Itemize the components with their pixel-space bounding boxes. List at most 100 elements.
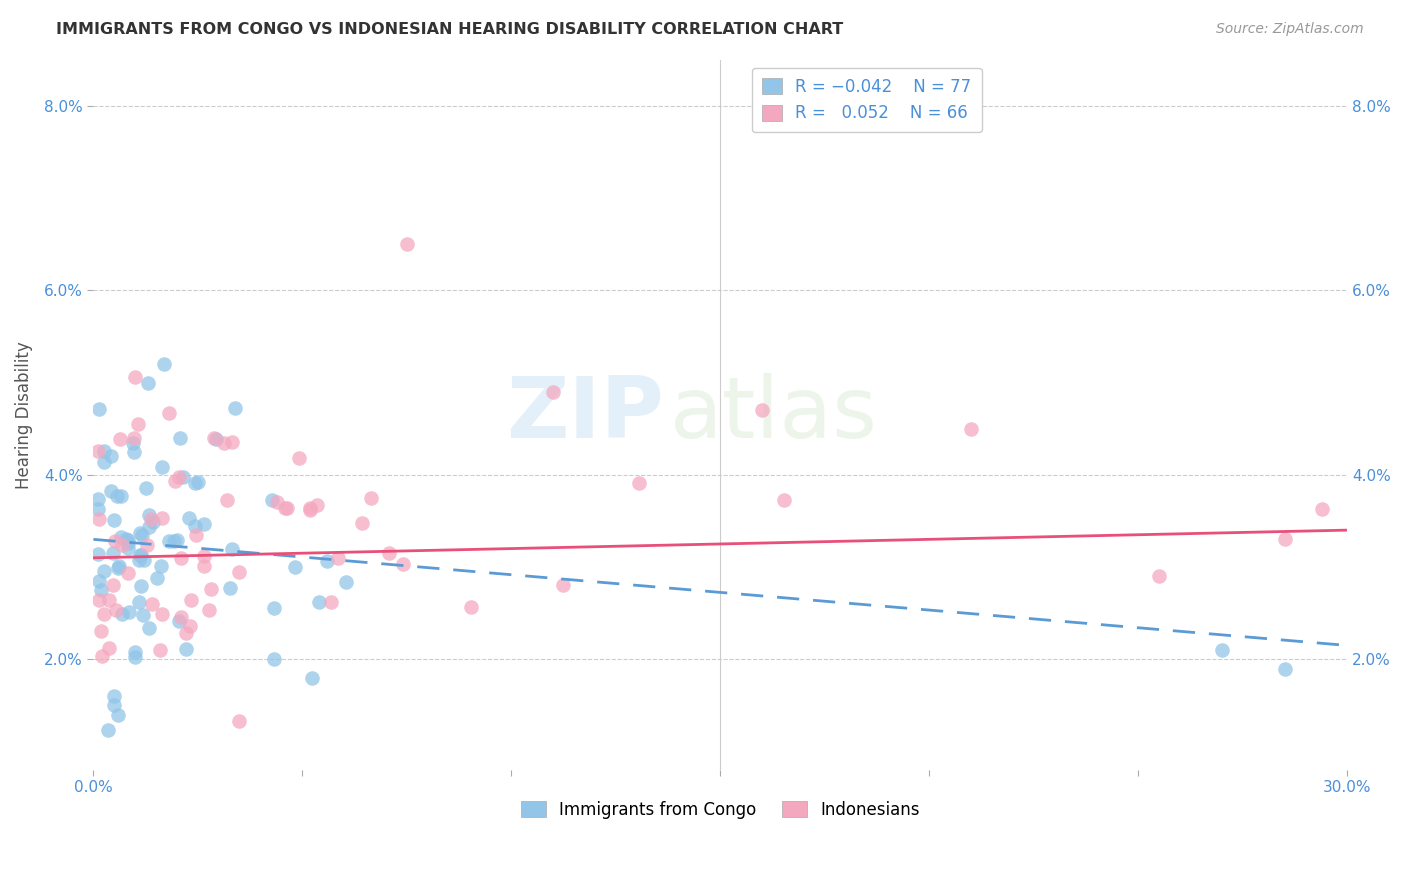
- Point: [90, 624, 112, 638]
- Point: [212, 435, 235, 450]
- Point: [202, 432, 225, 446]
- Point: [228, 565, 250, 579]
- Point: [107, 561, 129, 575]
- Point: [541, 384, 564, 399]
- Point: [751, 403, 773, 417]
- Point: [153, 357, 176, 371]
- Point: [149, 643, 172, 657]
- Point: [135, 481, 157, 495]
- Point: [117, 533, 139, 547]
- Point: [132, 608, 155, 623]
- Point: [184, 528, 207, 542]
- Point: [141, 597, 163, 611]
- Point: [107, 707, 129, 722]
- Text: ZIP: ZIP: [506, 373, 664, 457]
- Point: [1147, 569, 1170, 583]
- Point: [326, 550, 349, 565]
- Point: [150, 607, 173, 622]
- Point: [136, 538, 159, 552]
- Point: [117, 535, 139, 549]
- Point: [219, 581, 242, 595]
- Point: [142, 515, 165, 529]
- Point: [170, 550, 193, 565]
- Point: [134, 552, 156, 566]
- Point: [101, 546, 124, 560]
- Point: [100, 449, 122, 463]
- Point: [200, 582, 222, 597]
- Point: [377, 546, 399, 560]
- Point: [118, 605, 141, 619]
- Point: [193, 549, 215, 564]
- Point: [131, 548, 153, 562]
- Point: [117, 541, 139, 556]
- Point: [276, 500, 298, 515]
- Y-axis label: Hearing Disability: Hearing Disability: [15, 341, 32, 489]
- Point: [163, 474, 186, 488]
- Point: [221, 434, 243, 449]
- Point: [89, 593, 111, 607]
- Point: [179, 619, 201, 633]
- Point: [299, 501, 322, 516]
- Point: [163, 533, 186, 548]
- Point: [87, 402, 110, 417]
- Point: [284, 559, 307, 574]
- Point: [263, 601, 285, 615]
- Point: [360, 491, 382, 505]
- Point: [184, 519, 207, 533]
- Point: [205, 432, 228, 446]
- Point: [124, 431, 146, 445]
- Point: [146, 571, 169, 585]
- Point: [86, 502, 108, 516]
- Point: [104, 602, 127, 616]
- Point: [263, 652, 285, 666]
- Point: [217, 492, 239, 507]
- Point: [122, 445, 145, 459]
- Point: [103, 689, 125, 703]
- Point: [127, 417, 149, 431]
- Point: [193, 517, 215, 532]
- Point: [138, 508, 160, 522]
- Point: [93, 607, 115, 621]
- Point: [176, 642, 198, 657]
- Point: [274, 501, 297, 516]
- Point: [352, 516, 374, 531]
- Text: atlas: atlas: [671, 373, 879, 457]
- Point: [128, 595, 150, 609]
- Point: [115, 533, 138, 547]
- Point: [167, 470, 190, 484]
- Point: [1310, 501, 1333, 516]
- Point: [124, 369, 146, 384]
- Point: [91, 649, 114, 664]
- Point: [308, 595, 330, 609]
- Point: [131, 528, 153, 542]
- Point: [176, 626, 198, 640]
- Point: [122, 436, 145, 450]
- Point: [152, 460, 174, 475]
- Point: [103, 698, 125, 713]
- Point: [299, 503, 322, 517]
- Point: [124, 650, 146, 665]
- Text: Source: ZipAtlas.com: Source: ZipAtlas.com: [1216, 22, 1364, 37]
- Point: [97, 723, 120, 738]
- Point: [551, 577, 574, 591]
- Point: [395, 237, 418, 252]
- Point: [129, 525, 152, 540]
- Point: [157, 406, 180, 420]
- Point: [169, 431, 191, 445]
- Point: [108, 432, 131, 446]
- Point: [166, 533, 188, 548]
- Point: [1211, 643, 1233, 657]
- Point: [960, 422, 983, 436]
- Point: [392, 557, 415, 571]
- Point: [228, 714, 250, 728]
- Point: [138, 621, 160, 635]
- Point: [260, 492, 283, 507]
- Point: [198, 603, 221, 617]
- Legend: Immigrants from Congo, Indonesians: Immigrants from Congo, Indonesians: [515, 794, 927, 826]
- Point: [129, 579, 152, 593]
- Point: [110, 489, 132, 503]
- Point: [157, 534, 180, 549]
- Point: [266, 495, 288, 509]
- Point: [108, 559, 131, 574]
- Point: [773, 492, 796, 507]
